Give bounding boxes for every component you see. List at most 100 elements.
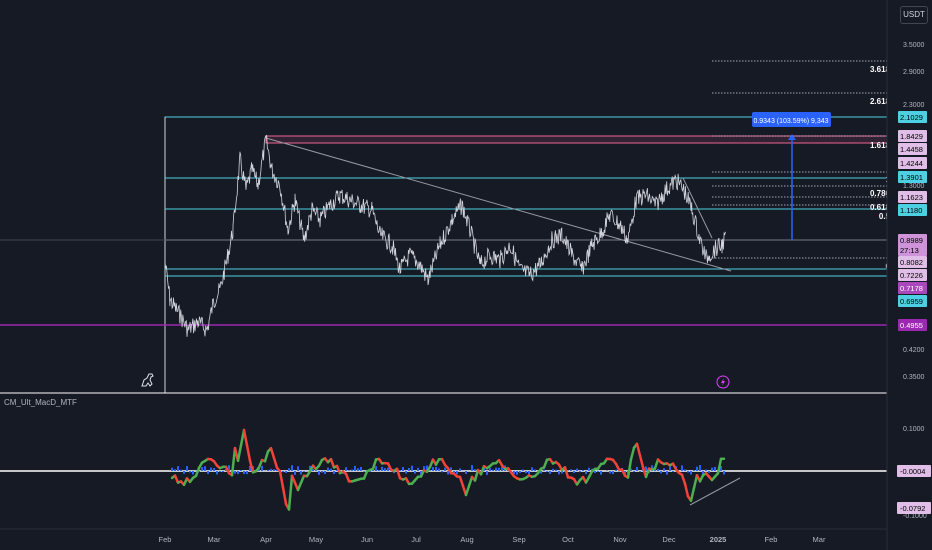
price-tag[interactable]: 0.6959 [898,295,927,307]
time-axis-label: Nov [613,535,627,544]
macd-line-segment [329,457,336,469]
indicator-tag-label: -0.0792 [900,504,925,513]
price-tag[interactable]: 1.1180 [898,204,927,216]
macd-line-segment [278,470,285,489]
macd-line-segment [464,484,471,497]
macd-line-segment [269,447,276,460]
macd-line-segment [395,467,402,480]
price-tag[interactable]: 0.7178 [898,282,927,294]
macd-line-segment [242,428,249,447]
downtrend-line[interactable] [265,137,732,272]
macd-line-segment [344,472,351,483]
fib-level-label: 3.618 [870,65,891,74]
macd-line-segment [362,470,369,480]
price-tag[interactable]: 1.8429 [898,130,927,142]
price-tag-label: 27:13 [900,246,919,255]
indicator-tag[interactable]: -0.0792 [897,502,931,514]
price-tag[interactable]: 1.4244 [898,157,927,169]
price-tick-label: 2.3000 [903,102,925,109]
currency-button[interactable]: USDT [900,6,928,24]
price-tag-bg [898,282,927,294]
macd-line-segment [542,458,549,469]
macd-line-segment [473,468,480,482]
time-axis-label: Apr [260,535,272,544]
macd-line-segment [248,459,255,474]
price-tag-bg [898,191,927,203]
price-tag-bg [898,234,927,246]
macd-line-segment [458,475,465,488]
macd-line-segment [635,442,642,457]
indicator-tag-bg [897,502,931,514]
measure-label-box[interactable] [752,112,831,127]
price-tag[interactable]: 27:13 [898,244,927,256]
price-tag-label: 1.3901 [900,173,923,182]
trendline-short[interactable] [682,177,713,239]
time-axis-label: Jun [361,535,373,544]
macd-line-segment [236,444,243,462]
macd-line-segment [692,474,699,490]
price-tag-bg [898,143,927,155]
time-axis-label: Feb [765,535,778,544]
macd-line-segment [653,458,660,470]
price-tag[interactable]: 0.7226 [898,269,927,281]
lightning-icon[interactable] [716,375,730,389]
macd-line-segment [371,458,378,471]
price-tag-label: 0.8082 [900,258,923,267]
macd-line-segment [629,446,636,461]
price-tag-label: 0.7226 [900,271,923,280]
price-tag[interactable]: 0.8989 [898,234,927,246]
macd-pane[interactable] [0,428,887,511]
time-axis-label: Oct [562,535,575,544]
price-tag[interactable]: 0.4955 [898,319,927,331]
price-tag-label: 1.8429 [900,132,923,141]
macd-line-segment [296,481,303,492]
indicator-tag-bg [897,465,931,477]
macd-line-segment [263,450,270,463]
indicator-tick-label: 0.1000 [903,426,925,433]
macd-line-segment [683,482,690,498]
price-tag-label: 0.4955 [900,321,923,330]
price-tag-bg [898,295,927,307]
price-tag-bg [898,204,927,216]
price-tag-label: 0.7178 [900,284,923,293]
fib-level-label: 0.5 [879,212,891,221]
price-axis[interactable]: 3.5000 2.9000 2.3000 1.3000 0.4200 0.3500 2.10… [898,42,927,381]
macd-line-segment [479,464,486,476]
macd-line-segment [716,457,723,475]
fib-level-label: 2.618 [870,97,891,106]
price-tag-label: 1.4458 [900,145,923,154]
macd-line-segment [194,466,201,478]
price-tag-bg [898,111,927,123]
time-axis-label: Feb [159,535,172,544]
price-tag-label: 1.1180 [900,206,922,215]
macd-line-segment [173,474,180,484]
time-axis-label: Aug [460,535,473,544]
macd-line-segment [626,458,633,479]
price-tag[interactable]: 1.1623 [898,191,927,203]
price-tag-bg [898,256,927,268]
price-tag[interactable]: 2.1029 [898,111,927,123]
price-series-line[interactable] [164,134,726,337]
price-tag-bg [898,157,927,169]
price-tag-bg [898,171,927,183]
indicator-title[interactable]: CM_Ult_MacD_MTF [4,398,77,407]
price-tag[interactable]: 1.3901 [898,171,927,183]
time-axis-label: Dec [662,535,676,544]
macd-trendline[interactable] [689,477,741,506]
price-tag[interactable]: 1.4458 [898,143,927,155]
indicator-tag[interactable]: -0.0004 [897,465,931,477]
macd-line-segment [272,456,279,469]
time-axis[interactable]: Feb Mar Apr May Jun Jul Aug Sep Oct Nov Dec 2025 Feb… [159,535,826,544]
macd-line-segment [290,474,297,485]
macd-line-segment [644,467,651,479]
macd-line-segment [257,458,264,469]
indicator-axis[interactable]: 0.1000 -0.1000 -0.0004 -0.0792 [897,426,931,520]
macd-line-segment [335,464,342,475]
price-tag[interactable]: 0.8082 [898,256,927,268]
fib-level-label: 1.618 [870,141,891,150]
price-tick-label: 3.5000 [903,42,925,49]
indicator-tag-label: -0.0004 [900,467,925,476]
fib-level-label: 0.618 [870,203,891,212]
